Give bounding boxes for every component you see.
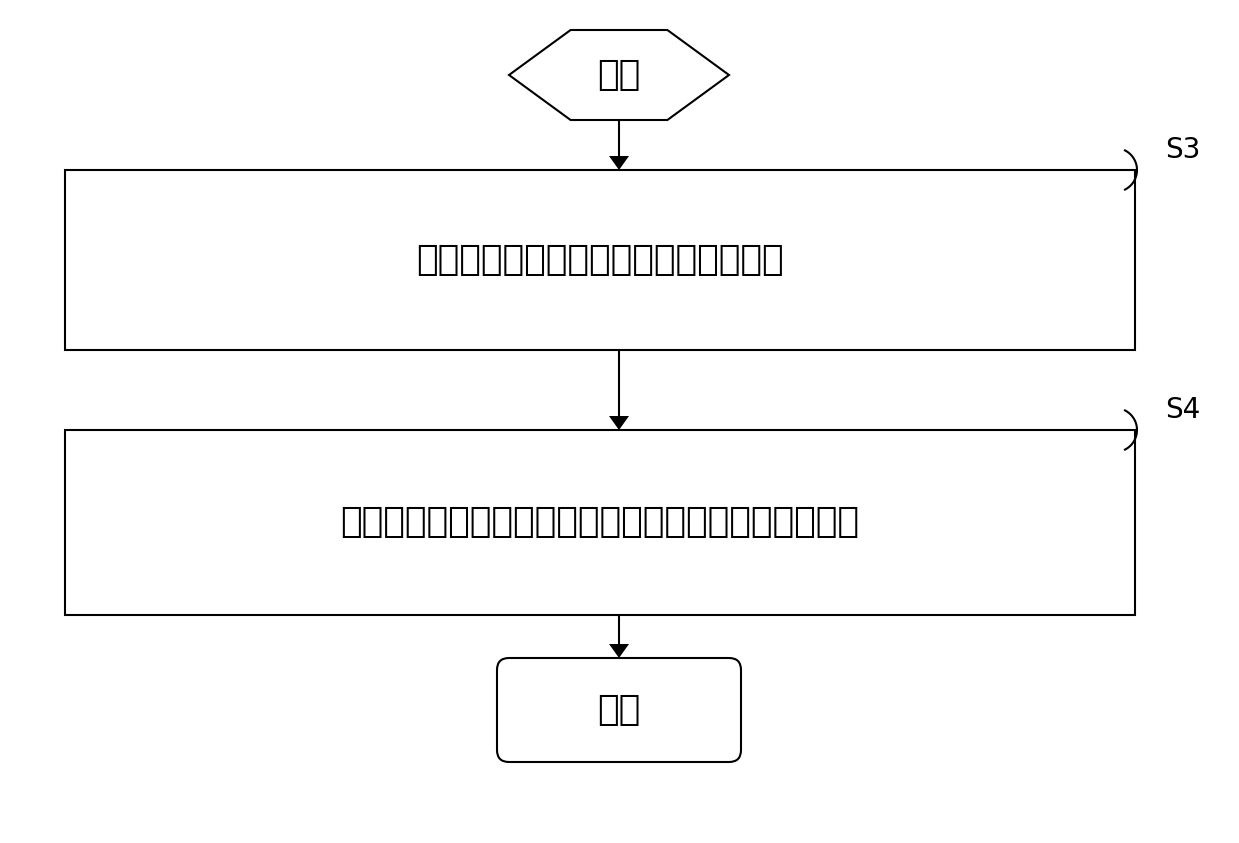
Polygon shape: [610, 644, 629, 658]
Text: S4: S4: [1165, 396, 1201, 424]
Polygon shape: [610, 416, 629, 430]
Bar: [64, 170, 1135, 350]
Text: 将脱水前的凝胶贴附于所述振膜的表面: 将脱水前的凝胶贴附于所述振膜的表面: [416, 243, 784, 277]
Text: 对凝胶进行脱水形成所述气凝胶贴合于所述振膜的表面: 对凝胶进行脱水形成所述气凝胶贴合于所述振膜的表面: [341, 506, 860, 540]
Polygon shape: [509, 30, 729, 120]
Text: 结束: 结束: [597, 693, 641, 727]
Polygon shape: [610, 156, 629, 170]
Bar: [64, 430, 1135, 615]
Text: S3: S3: [1165, 136, 1201, 164]
Text: 开始: 开始: [597, 58, 641, 92]
FancyBboxPatch shape: [497, 658, 741, 762]
